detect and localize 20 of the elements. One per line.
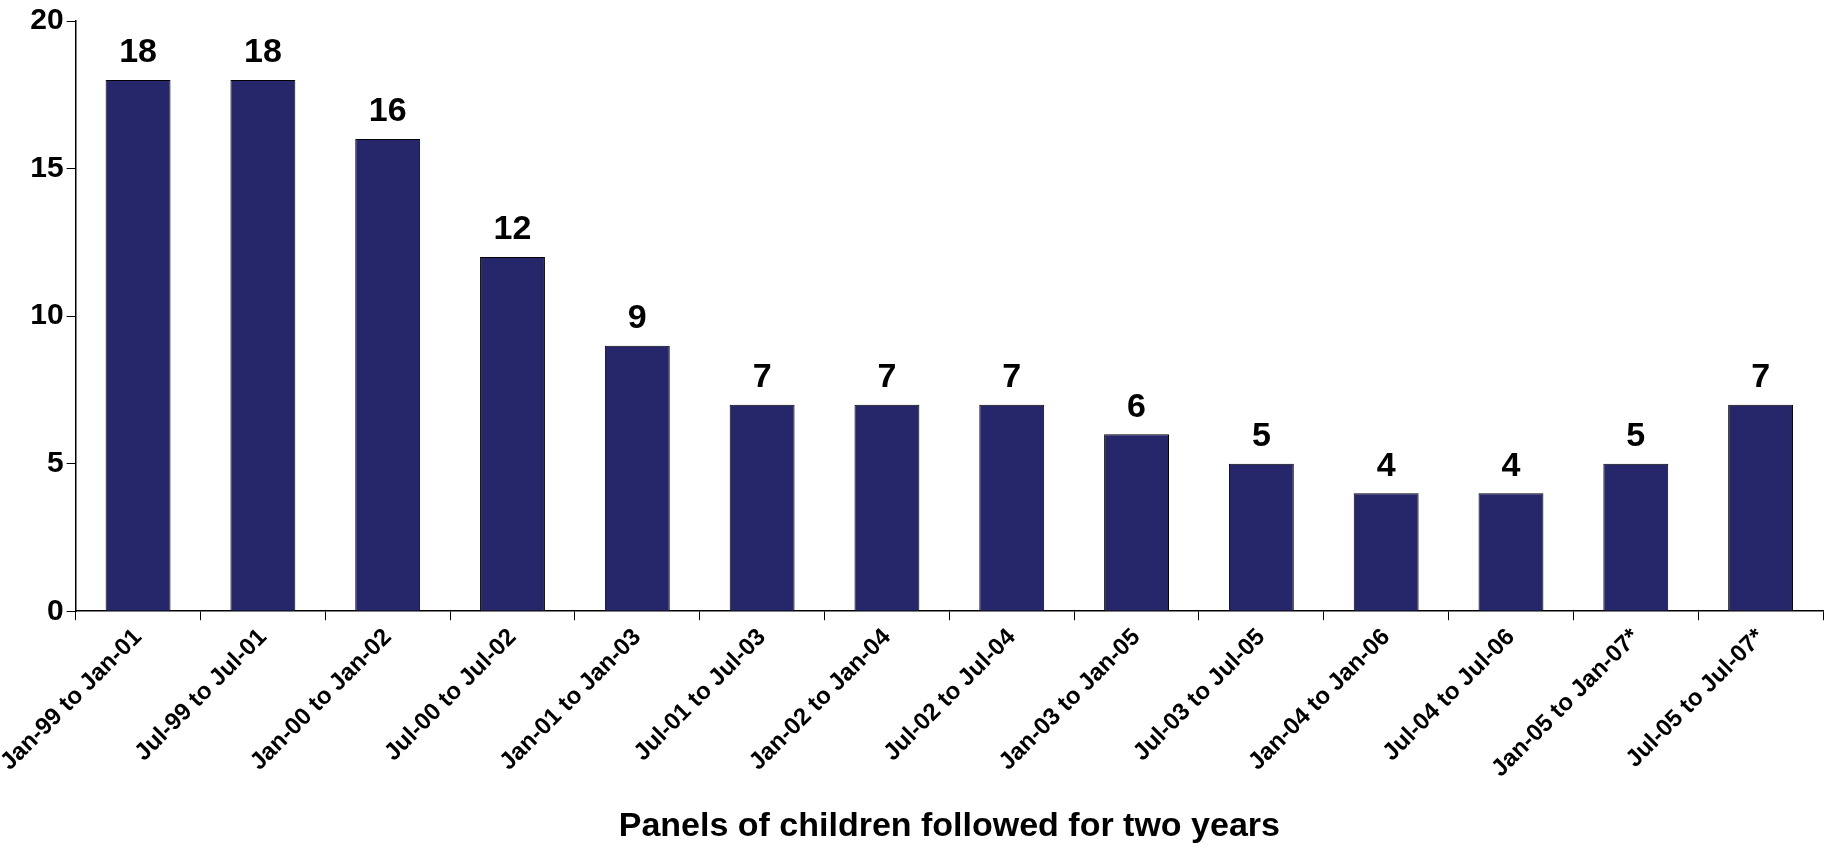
data-label: 18 — [243, 31, 282, 70]
x-axis-title: Panels of children followed for two years — [618, 804, 1280, 843]
data-label: 4 — [1501, 444, 1521, 483]
data-label: 7 — [752, 356, 772, 395]
data-label: 5 — [1251, 415, 1271, 454]
data-label: 12 — [493, 208, 532, 247]
data-label: 9 — [627, 297, 647, 336]
y-tick-label: 20 — [30, 2, 64, 36]
y-tick-label: 5 — [46, 444, 64, 478]
data-label: 7 — [1002, 356, 1022, 395]
y-tick-label: 15 — [30, 149, 64, 183]
data-label: 5 — [1626, 415, 1646, 454]
data-label: 7 — [877, 356, 897, 395]
data-label: 4 — [1376, 444, 1396, 483]
data-label: 6 — [1127, 385, 1147, 424]
data-label: 16 — [368, 90, 407, 129]
y-tick-label: 10 — [30, 297, 64, 331]
data-label: 7 — [1751, 356, 1771, 395]
data-label: 18 — [119, 31, 157, 70]
y-tick-label: 0 — [46, 592, 64, 626]
